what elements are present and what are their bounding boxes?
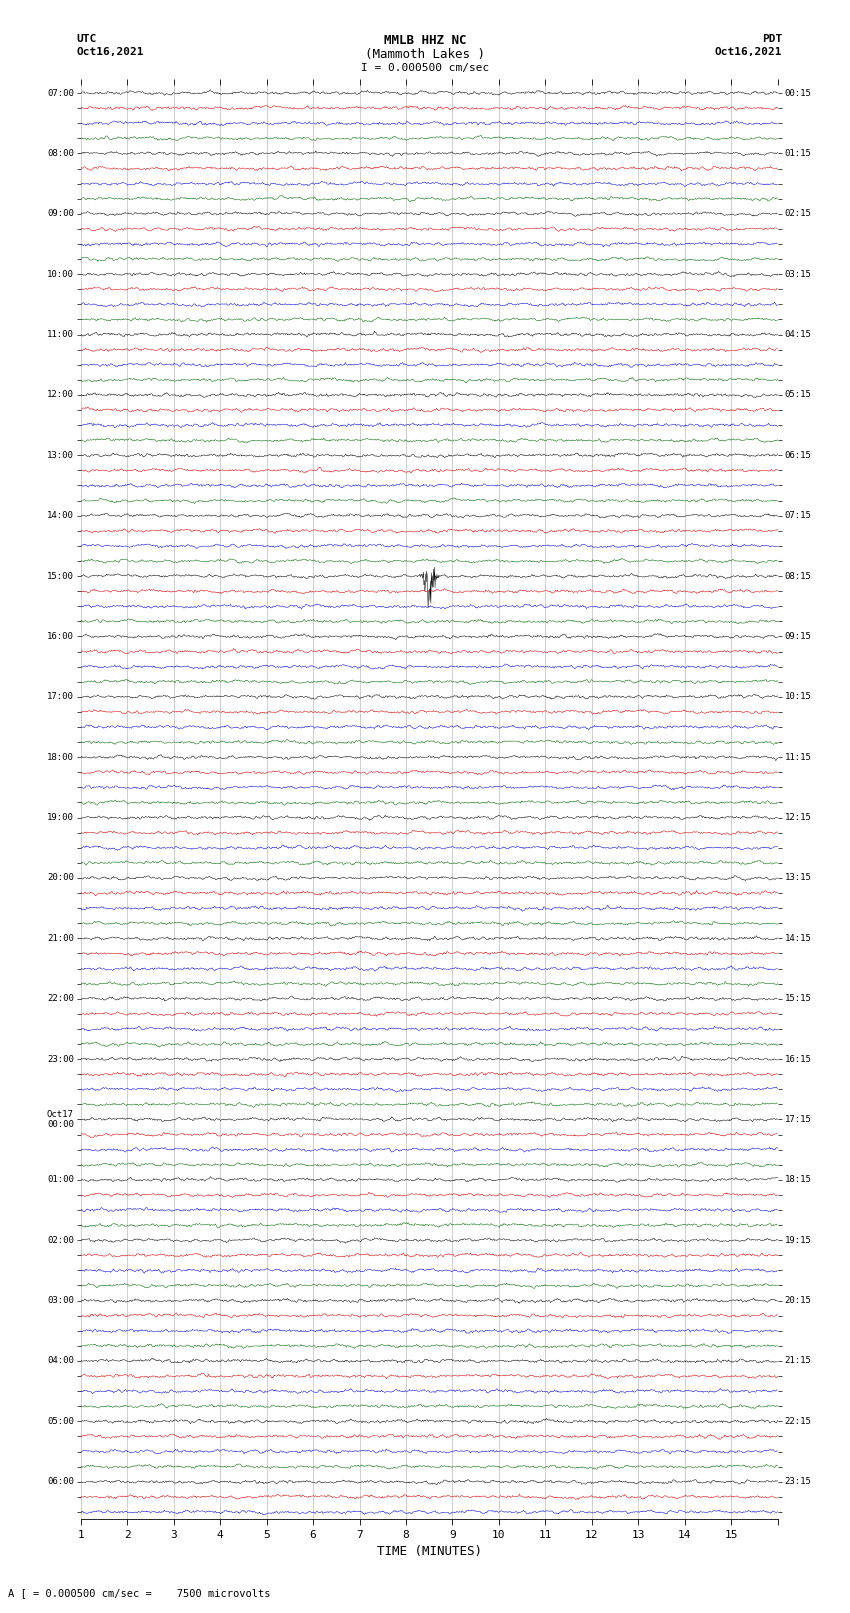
Text: UTC: UTC [76, 34, 97, 44]
Text: A [ = 0.000500 cm/sec =    7500 microvolts: A [ = 0.000500 cm/sec = 7500 microvolts [8, 1589, 271, 1598]
Text: Oct16,2021: Oct16,2021 [715, 47, 782, 56]
Text: I = 0.000500 cm/sec: I = 0.000500 cm/sec [361, 63, 489, 73]
Text: Oct16,2021: Oct16,2021 [76, 47, 144, 56]
X-axis label: TIME (MINUTES): TIME (MINUTES) [377, 1545, 482, 1558]
Text: (Mammoth Lakes ): (Mammoth Lakes ) [365, 48, 485, 61]
Text: MMLB HHZ NC: MMLB HHZ NC [383, 34, 467, 47]
Text: PDT: PDT [762, 34, 782, 44]
